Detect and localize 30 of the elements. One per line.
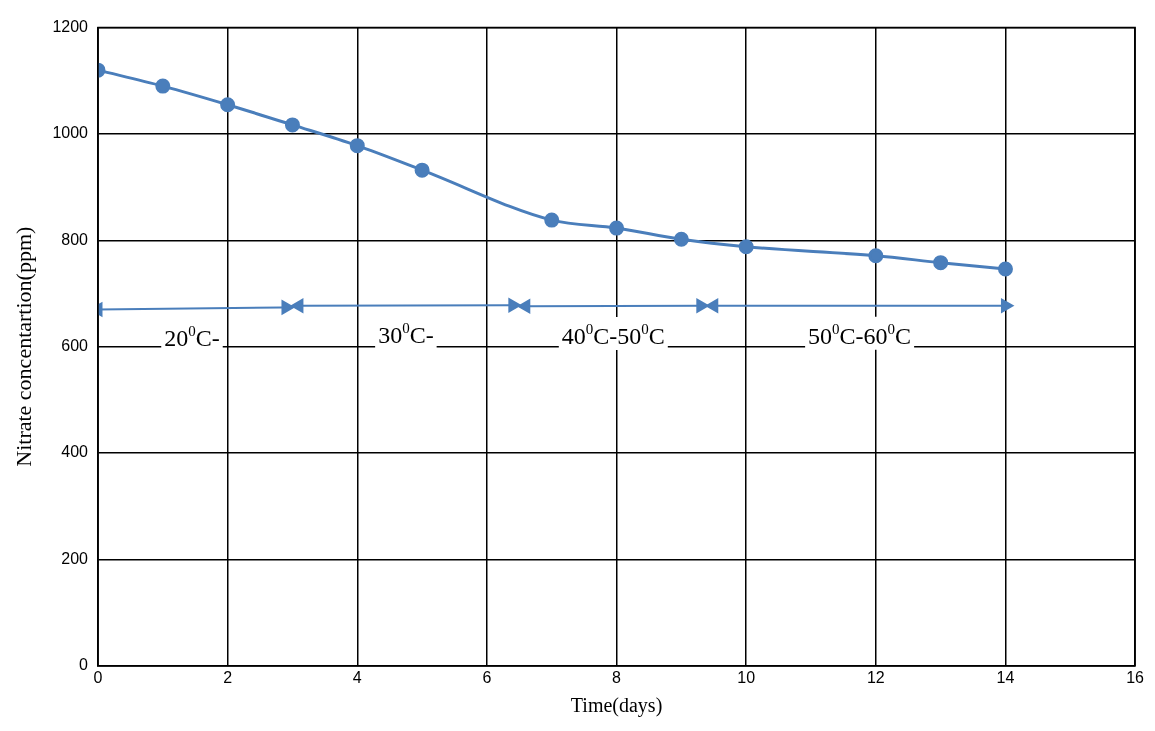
- y-tick-label: 1000: [52, 124, 89, 142]
- x-tick-label: 12: [866, 668, 885, 686]
- x-tick-label: 14: [996, 668, 1015, 686]
- x-tick-label: 16: [1126, 668, 1145, 686]
- x-tick-label: 2: [223, 668, 233, 686]
- point: [284, 117, 300, 133]
- x-tick-label: 4: [352, 668, 362, 686]
- point: [868, 248, 884, 264]
- point: [933, 255, 949, 271]
- x-tick-label: 6: [482, 668, 492, 686]
- x-tick-label: 10: [737, 668, 756, 686]
- point: [544, 212, 560, 228]
- y-tick-label: 800: [61, 230, 89, 248]
- point: [414, 162, 430, 178]
- point: [738, 239, 754, 255]
- y-tick-label: 0: [79, 656, 89, 674]
- x-axis-title: Time(days): [570, 694, 663, 718]
- point: [155, 78, 171, 94]
- point: [673, 231, 689, 247]
- x-tick-label: 8: [612, 668, 622, 686]
- y-tick-label: 1200: [52, 18, 89, 36]
- y-axis-title: Nitrate concentartion(ppm): [10, 226, 36, 467]
- point: [349, 138, 365, 154]
- point: [220, 97, 236, 113]
- point: [997, 261, 1013, 277]
- y-tick-label: 400: [61, 443, 89, 461]
- y-tick-label: 200: [61, 549, 89, 567]
- x-tick-label: 0: [93, 668, 103, 686]
- point: [609, 220, 625, 236]
- y-tick-label: 600: [61, 337, 89, 355]
